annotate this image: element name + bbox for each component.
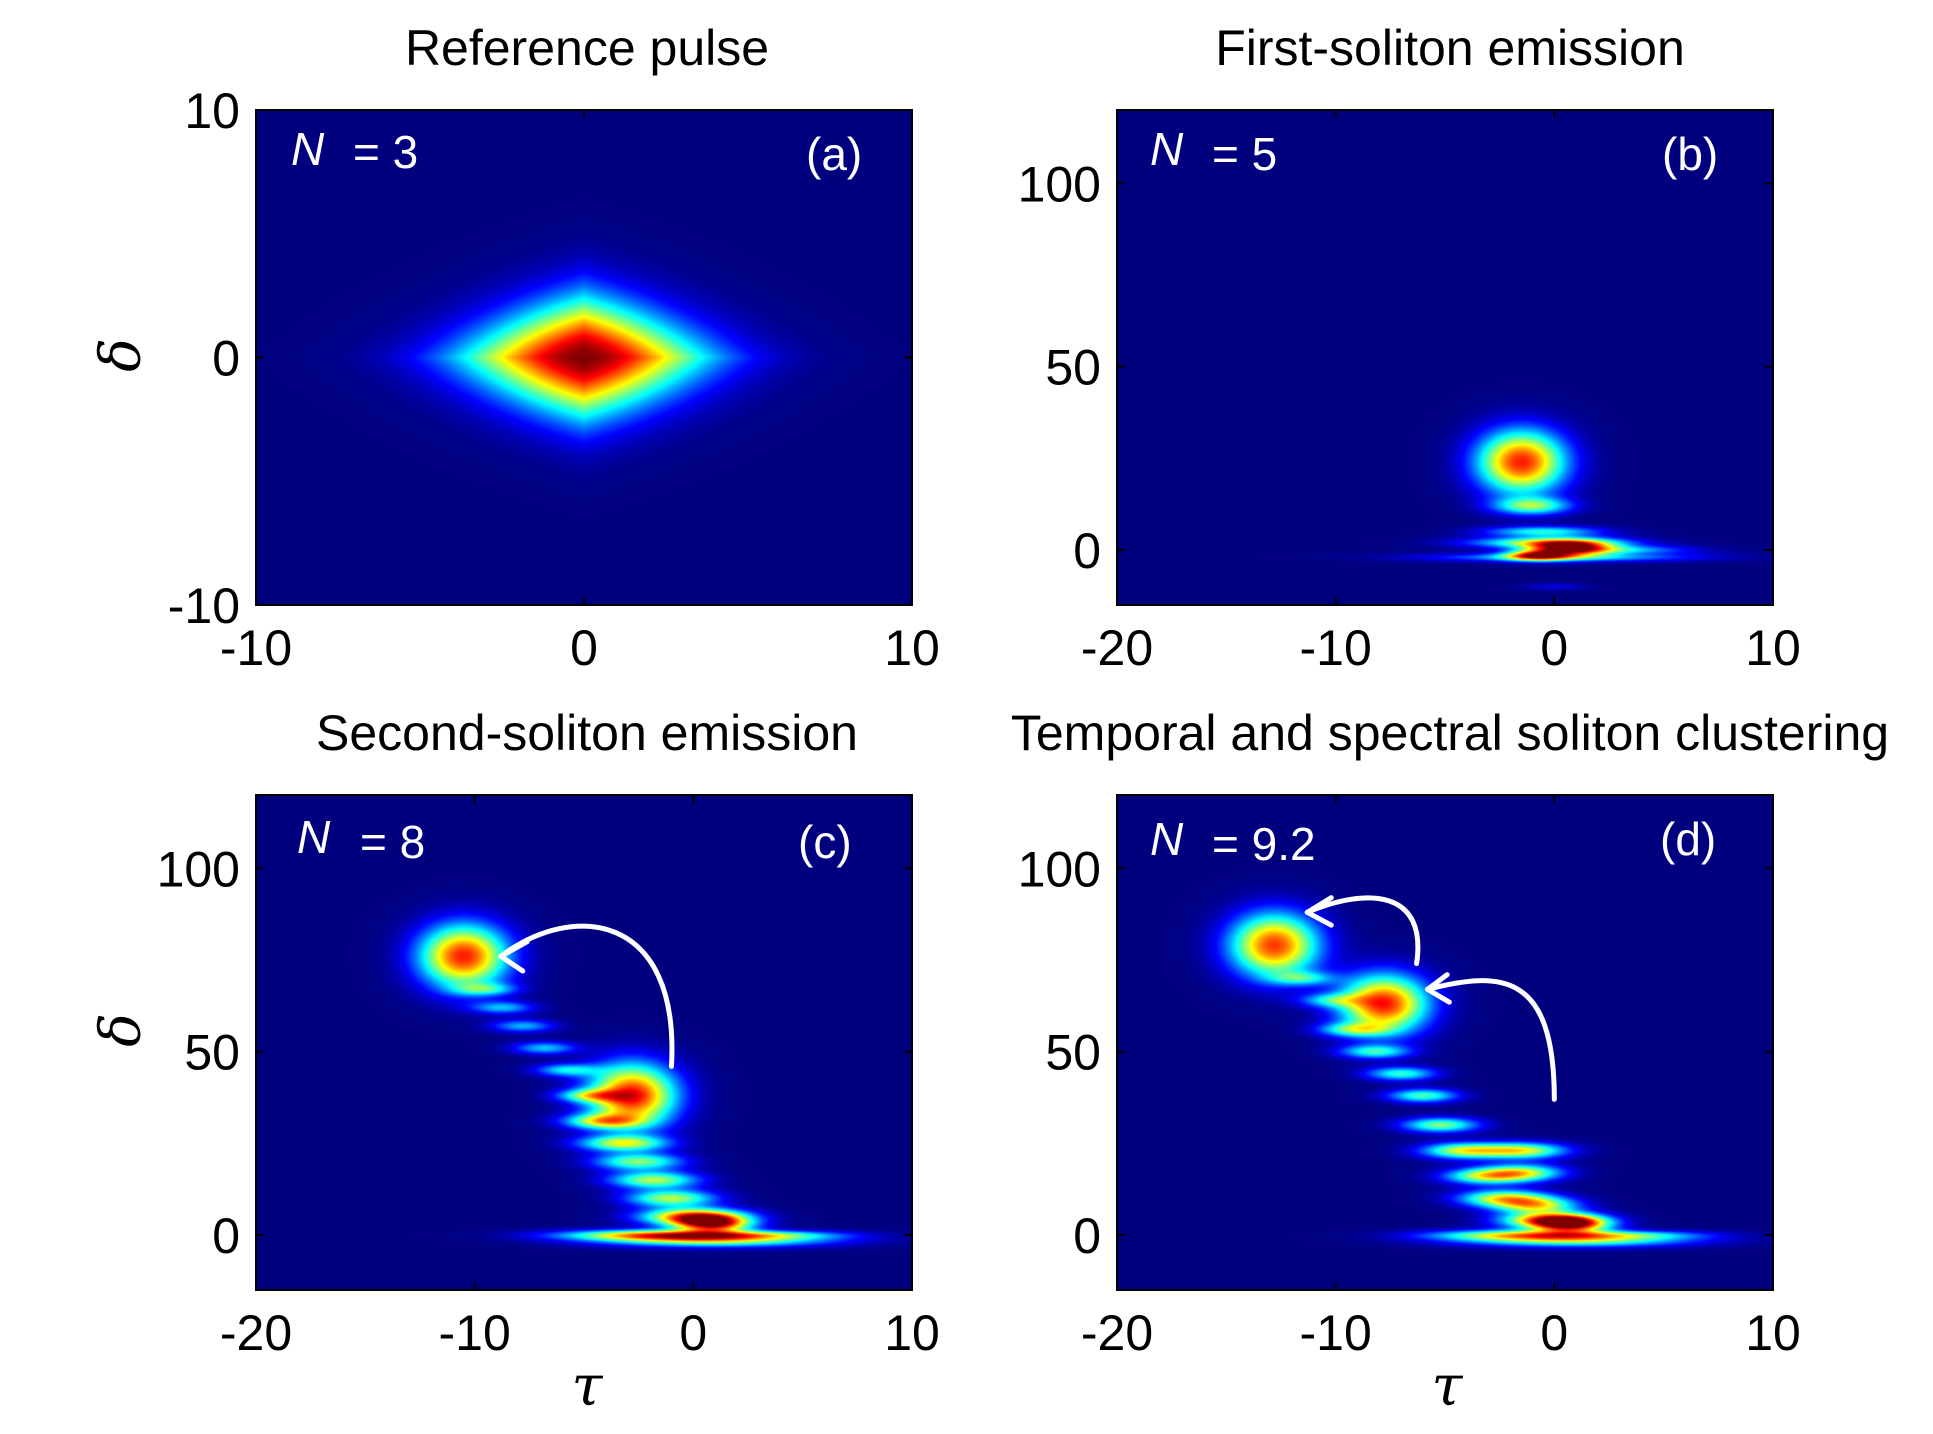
panel-b-xtick-label: -20: [1081, 620, 1153, 676]
panel-d-ytick-label: 100: [1018, 841, 1101, 897]
panel-a-plot: [255, 109, 913, 606]
panel-d-xtick-label: 10: [1745, 1305, 1801, 1361]
panel-d-ytick-label: 50: [1045, 1025, 1101, 1081]
panel-a-ytick-label: 10: [184, 83, 240, 139]
panel-b-xtick-label: 10: [1745, 620, 1801, 676]
panel-c-n-symbol: N: [297, 811, 331, 863]
panel-d-ytick-label: 0: [1073, 1208, 1101, 1264]
panel-c-xtick-label: -10: [439, 1305, 511, 1361]
panel-c-xlabel: τ: [572, 1354, 604, 1419]
panel-c-n-value: = 8: [360, 816, 425, 868]
panel-a-ytick-label: -10: [168, 578, 240, 634]
panel-a: Reference pulse -10 0 10 -10 0 10 N = 3 (a) δ: [89, 20, 940, 676]
panel-d: Temporal and spectral soliton clustering…: [1011, 705, 1889, 1419]
panel-c-letter: (c): [798, 816, 852, 868]
panel-a-letter: (a): [806, 128, 862, 180]
panel-d-arrow: [1304, 895, 1421, 967]
panel-c-arrowhead: [498, 939, 530, 974]
panel-a-ticks: -10 0 10 -10 0 10: [168, 83, 940, 676]
panel-c-ytick-label: 0: [212, 1208, 240, 1264]
panel-a-heatmap: [256, 110, 912, 605]
panel-b-letter: (b): [1662, 128, 1718, 180]
panel-c-arrow: [498, 923, 675, 1069]
panel-b-heatmap: [1117, 110, 1773, 605]
panel-d-title: Temporal and spectral soliton clustering: [1011, 705, 1889, 761]
panel-a-xtick-label: 0: [570, 620, 598, 676]
panel-a-title: Reference pulse: [405, 20, 769, 76]
panel-b-n-symbol: N: [1150, 123, 1184, 175]
panel-d-arrowhead: [1425, 972, 1452, 1005]
panel-c: Second-soliton emission -20 -10 0 10050100 …: [89, 705, 940, 1419]
panel-c-ytick-label: 100: [157, 841, 240, 897]
panel-b-ytick-label: 50: [1045, 340, 1101, 396]
panel-a-n-value: = 3: [353, 126, 418, 178]
panel-b-n-value: = 5: [1212, 128, 1277, 180]
panel-a-ytick-label: 0: [212, 331, 240, 387]
panel-d-xtick-label: -20: [1081, 1305, 1153, 1361]
panel-d-heatmap: [1117, 795, 1773, 1290]
panel-c-frame: [255, 794, 913, 1291]
panel-b-ytick-label: 100: [1018, 156, 1101, 212]
panel-d-n-value: = 9.2: [1212, 818, 1316, 870]
panel-c-ytick-label: 50: [184, 1025, 240, 1081]
panel-d-frame: [1116, 794, 1774, 1291]
panel-c-plot: [255, 794, 913, 1291]
panel-b-ytick-label: 0: [1073, 523, 1101, 579]
panel-b-title: First-soliton emission: [1215, 20, 1685, 76]
panel-c-title: Second-soliton emission: [316, 705, 858, 761]
panel-d-xtick-label: 0: [1540, 1305, 1568, 1361]
panel-d-arrowhead: [1304, 895, 1334, 928]
panel-c-heatmap: [256, 795, 912, 1290]
panel-c-xtick-label: 10: [884, 1305, 940, 1361]
panel-d-xtick-label: -10: [1300, 1305, 1372, 1361]
panel-c-xtick-label: 0: [679, 1305, 707, 1361]
panel-b-xtick-label: -10: [1300, 620, 1372, 676]
panel-a-ylabel: δ: [89, 338, 154, 372]
panel-a-xtick-label: -10: [220, 620, 292, 676]
panel-a-n-symbol: N: [291, 123, 325, 175]
panel-b-xtick-label: 0: [1540, 620, 1568, 676]
panel-c-xtick-label: -20: [220, 1305, 292, 1361]
panel-b-frame: [1116, 109, 1774, 606]
panel-d-plot: [1116, 794, 1774, 1291]
panel-d-n-symbol: N: [1150, 813, 1184, 865]
panel-d-letter: (d): [1660, 813, 1716, 865]
panel-c-ylabel: δ: [89, 1013, 154, 1047]
panel-a-xtick-label: 10: [884, 620, 940, 676]
panel-d-arrow: [1425, 978, 1557, 1102]
panel-b-plot: [1116, 109, 1774, 606]
panel-d-xlabel: τ: [1432, 1354, 1464, 1419]
